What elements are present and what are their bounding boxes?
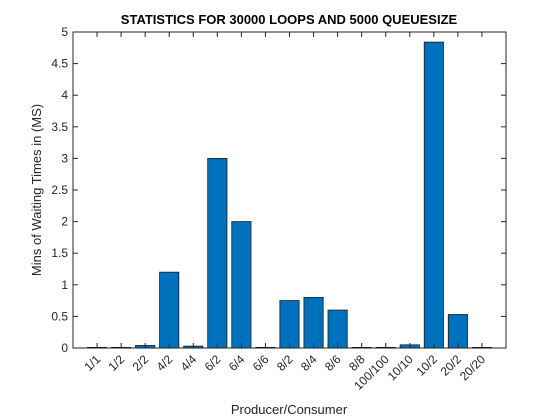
x-tick-label: 10/2 — [414, 352, 441, 379]
x-axis-label: Producer/Consumer — [231, 402, 348, 417]
y-tick-label: 1 — [61, 278, 68, 292]
y-tick-label: 4 — [61, 88, 68, 102]
bar-series — [87, 42, 491, 348]
bar — [232, 222, 251, 348]
bar — [160, 272, 179, 348]
y-tick-label: 1.5 — [51, 246, 68, 260]
bar — [448, 315, 467, 348]
x-tick-label: 6/2 — [202, 352, 224, 374]
x-tick-label: 1/2 — [106, 352, 128, 374]
bar — [280, 301, 299, 348]
chart-title: STATISTICS FOR 30000 LOOPS AND 5000 QUEU… — [121, 12, 458, 27]
y-tick-label: 2 — [61, 215, 68, 229]
y-tick-label: 5 — [61, 25, 68, 39]
x-tick-label: 6/4 — [226, 352, 248, 374]
y-tick-label: 2.5 — [51, 183, 68, 197]
x-tick-label: 2/2 — [130, 352, 152, 374]
x-tick-label: 4/4 — [178, 352, 200, 374]
y-tick-label: 4.5 — [51, 57, 68, 71]
x-tick-label: 8/4 — [298, 352, 320, 374]
y-tick-label: 3 — [61, 151, 68, 165]
y-tick-label: 0.5 — [51, 309, 68, 323]
bar — [328, 310, 347, 348]
bar — [208, 158, 227, 348]
x-tick-label: 8/2 — [274, 352, 296, 374]
bar — [424, 42, 443, 348]
x-tick-label: 20/20 — [457, 352, 488, 383]
y-axis-label: Mins of Waiting Times in (MS) — [29, 104, 44, 276]
x-tick-label: 4/2 — [154, 352, 176, 374]
y-tick-label: 0 — [61, 341, 68, 355]
x-tick-label: 8/6 — [322, 352, 344, 374]
x-tick-label: 10/10 — [385, 352, 416, 383]
x-tick-label: 1/1 — [81, 352, 103, 374]
y-tick-label: 3.5 — [51, 120, 68, 134]
bar — [304, 297, 323, 348]
x-tick-label: 6/6 — [250, 352, 272, 374]
